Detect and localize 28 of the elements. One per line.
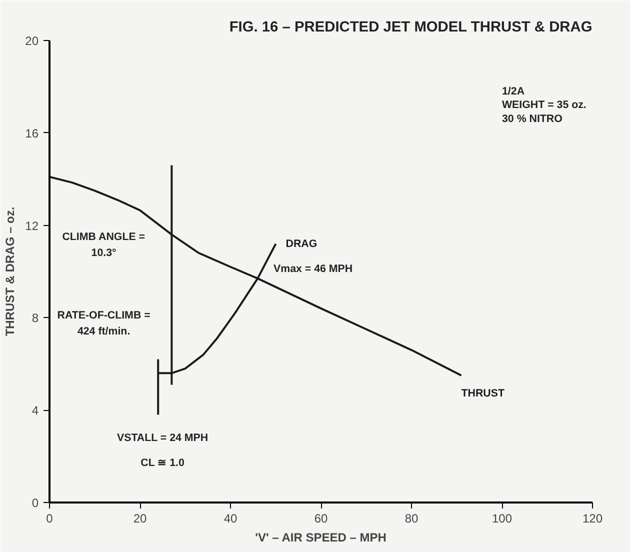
chart-title: FIG. 16 – PREDICTED JET MODEL THRUST & DRAG [229, 20, 592, 36]
x-tick-label: 120 [582, 512, 603, 526]
y-tick-label: 4 [32, 404, 39, 418]
annotation: CLIMB ANGLE = [62, 230, 146, 243]
y-axis-title: THRUST & DRAG – oz. [3, 206, 18, 336]
annotation: RATE-OF-CLIMB = [57, 309, 150, 322]
annotation: 424 ft/min. [77, 326, 130, 338]
y-tick-label: 16 [25, 126, 39, 140]
annotation: 1/2A [502, 85, 525, 98]
y-tick-label: 0 [32, 496, 39, 510]
series-label: DRAG [286, 238, 318, 250]
series-label: THRUST [461, 387, 505, 400]
y-tick-label: 20 [25, 34, 39, 48]
annotation: WEIGHT = 35 oz. [502, 99, 586, 112]
annotation: 30 % NITRO [502, 113, 562, 126]
annotation: Vmax = 46 MPH [273, 263, 353, 276]
x-tick-label: 40 [224, 512, 238, 526]
annotation: VSTALL = 24 MPH [116, 432, 208, 444]
annotation: CL ≅ 1.0 [140, 457, 184, 470]
x-tick-label: 100 [492, 512, 512, 526]
annotation: 10.3° [91, 247, 116, 260]
x-tick-label: 80 [404, 512, 418, 526]
x-tick-label: 60 [314, 512, 328, 526]
x-tick-label: 20 [133, 512, 147, 526]
y-tick-label: 8 [32, 311, 39, 326]
x-axis-title: 'V' – AIR SPEED – MPH [255, 530, 386, 544]
x-tick-label: 0 [46, 512, 54, 526]
y-tick-label: 12 [25, 218, 39, 233]
